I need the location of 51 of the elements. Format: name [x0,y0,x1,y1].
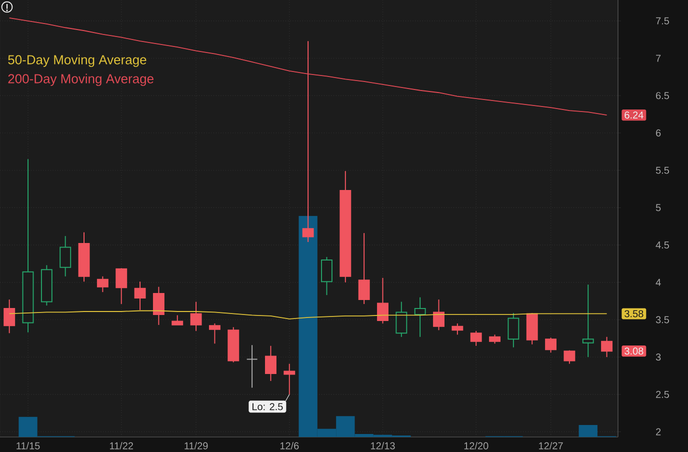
text: 3.08 [624,348,644,355]
y-tick-label: 3 [656,354,661,361]
candlestick [302,40,314,243]
candlestick [470,330,482,346]
candlestick [564,350,576,364]
candlestick [582,284,594,358]
y-tick-label: 6.5 [656,92,670,100]
candlestick [152,286,164,326]
data-label: 6.24 [624,111,644,119]
y-tick-label: 4 [656,278,661,286]
x-tick-label: 12/20 [464,442,488,450]
text: 200-Day Moving Average [8,74,154,86]
candlestick [96,276,108,293]
candlestick [358,232,370,305]
x-tick-label: 11/22 [110,442,134,450]
candlestick [545,337,557,354]
candlestick [208,322,220,344]
y-tick-label: 5.5 [656,166,670,174]
x-tick-label: 12/13 [371,442,395,450]
candlestick [134,281,146,310]
candlestick [246,344,258,388]
candlestick [116,268,128,305]
x-tick-label: 12/6 [280,442,299,450]
y-tick-label: 7.5 [656,17,670,24]
candlestick [601,336,613,358]
candlestick [321,256,332,296]
candlestick [396,301,408,338]
annotation: Lo: 2.5 [252,403,283,410]
x-tick-label: 11/29 [184,442,208,450]
y-tick-label: 6 [656,129,661,136]
candlestick [377,277,388,324]
candlestick [284,363,296,395]
y-tick-label: 2.5 [656,390,670,398]
candlestick [414,296,426,338]
candlestick [190,301,202,332]
y-tick-label: 4.5 [656,242,670,248]
candlestick [508,312,520,348]
y-tick-label: 3.5 [656,316,670,324]
y-tick-label: 2 [656,428,661,436]
y-tick-label: 7 [656,54,661,62]
candlestick [452,322,464,336]
text: 50-Day Moving Average [8,54,146,67]
candlestick [265,345,276,382]
candlestick [60,236,72,277]
data-label: 3.58 [624,310,644,318]
x-tick-label: 12/27 [539,442,563,450]
candlestick [433,299,444,331]
y-tick-label: 5 [656,204,661,212]
candlestick [172,314,184,326]
candlestick [4,299,16,334]
x-tick-label: 11/15 [16,442,40,450]
